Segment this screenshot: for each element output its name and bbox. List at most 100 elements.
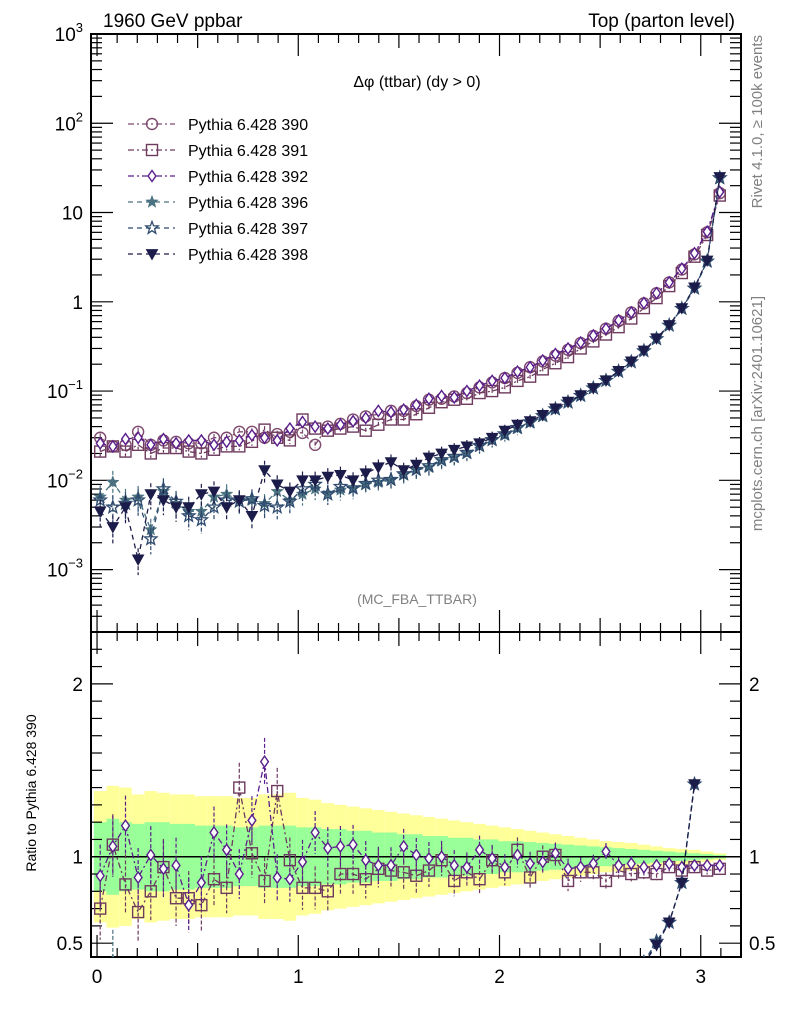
data-point bbox=[334, 470, 347, 482]
data-point bbox=[182, 502, 196, 514]
header-left-title: 1960 GeV ppbar bbox=[103, 11, 243, 32]
data-point bbox=[411, 398, 422, 412]
data-point bbox=[310, 825, 320, 840]
ratio-y-tick-label-right: 1 bbox=[749, 848, 760, 869]
data-point bbox=[93, 506, 107, 518]
data-point bbox=[613, 858, 624, 873]
data-point bbox=[270, 479, 284, 491]
data-point bbox=[651, 858, 662, 873]
data-point bbox=[120, 818, 131, 833]
x-tick-label: 3 bbox=[695, 967, 706, 988]
data-point bbox=[397, 866, 410, 879]
data-point bbox=[446, 448, 463, 464]
data-point bbox=[271, 784, 284, 798]
data-point bbox=[233, 781, 246, 794]
main-plot-title: Δφ (ttbar) (dy > 0) bbox=[353, 74, 480, 91]
y-tick-label: 10−3 bbox=[47, 556, 83, 582]
data-point bbox=[498, 425, 512, 438]
data-point bbox=[460, 441, 474, 453]
data-point bbox=[474, 843, 485, 857]
ratio-y-tick-label: 1 bbox=[72, 848, 83, 869]
data-point bbox=[361, 853, 371, 867]
data-point bbox=[433, 451, 450, 467]
data-point bbox=[195, 447, 208, 460]
data-point bbox=[538, 353, 548, 368]
data-point bbox=[258, 465, 271, 477]
data-point bbox=[335, 417, 346, 432]
data-point bbox=[650, 333, 663, 345]
data-point bbox=[95, 436, 105, 451]
y-tick-label: 10 bbox=[62, 204, 83, 225]
legend: Pythia 6.428 390 Pythia 6.428 391 Pythia 6… bbox=[128, 117, 308, 264]
data-point bbox=[259, 754, 270, 769]
data-point bbox=[384, 457, 398, 469]
data-point bbox=[119, 502, 132, 514]
ratio-series-group bbox=[93, 737, 726, 957]
x-tick-label: 0 bbox=[92, 967, 103, 988]
data-point bbox=[359, 424, 372, 437]
data-point bbox=[435, 448, 448, 460]
legend-label: Pythia 6.428 391 bbox=[188, 143, 308, 160]
data-point bbox=[142, 530, 159, 546]
data-point bbox=[523, 416, 537, 428]
data-point bbox=[447, 444, 461, 457]
y-tick-label: 102 bbox=[55, 109, 83, 135]
data-point bbox=[424, 851, 434, 866]
data-point bbox=[144, 489, 158, 501]
y-tick-label: 10−2 bbox=[47, 466, 83, 492]
data-point bbox=[550, 347, 561, 361]
y-tick-exponent: −1 bbox=[68, 377, 83, 392]
data-point bbox=[207, 873, 221, 886]
data-point bbox=[269, 498, 286, 515]
data-point bbox=[662, 917, 676, 929]
legend-marker bbox=[147, 169, 157, 183]
data-point bbox=[221, 843, 232, 857]
data-point bbox=[169, 502, 183, 514]
data-point bbox=[549, 403, 562, 415]
data-point bbox=[512, 848, 523, 862]
data-point bbox=[449, 858, 459, 873]
data-point bbox=[500, 371, 510, 385]
series-pythia-6.428-392 bbox=[95, 185, 725, 454]
data-point bbox=[574, 390, 588, 402]
data-point bbox=[171, 436, 181, 451]
data-point bbox=[247, 428, 257, 442]
data-point bbox=[321, 471, 335, 484]
data-point bbox=[195, 489, 208, 501]
data-point bbox=[120, 432, 131, 446]
data-point bbox=[449, 390, 459, 405]
data-point bbox=[146, 438, 156, 452]
data-point bbox=[462, 860, 472, 874]
data-point bbox=[536, 410, 550, 422]
header-right-title: Top (parton level) bbox=[588, 11, 735, 32]
data-point bbox=[411, 848, 422, 862]
data-point bbox=[474, 378, 485, 393]
data-point bbox=[332, 478, 349, 494]
data-point bbox=[209, 825, 219, 840]
data-point bbox=[575, 335, 586, 350]
data-point bbox=[561, 396, 575, 409]
data-point bbox=[675, 877, 689, 890]
series-line bbox=[99, 195, 721, 455]
data-point bbox=[436, 850, 447, 864]
data-point bbox=[525, 360, 535, 374]
data-point bbox=[563, 341, 573, 356]
data-point bbox=[247, 813, 257, 828]
legend-marker bbox=[145, 249, 159, 261]
y-tick-label: 1 bbox=[72, 293, 83, 314]
data-point bbox=[108, 439, 118, 454]
y-tick-exponent: −3 bbox=[68, 556, 83, 571]
data-point bbox=[256, 497, 273, 513]
ratio-y-tick-label-right: 0.5 bbox=[749, 934, 775, 955]
data-point bbox=[637, 345, 651, 357]
y-tick-label: 103 bbox=[55, 20, 83, 46]
data-point bbox=[133, 870, 143, 885]
data-point bbox=[220, 881, 233, 895]
data-point bbox=[677, 261, 687, 276]
data-point bbox=[688, 779, 701, 791]
rivet-version-label: Rivet 4.1.0, ≥ 100k events bbox=[749, 35, 766, 208]
data-point bbox=[310, 419, 320, 434]
data-point bbox=[206, 498, 222, 515]
data-point bbox=[409, 459, 423, 472]
